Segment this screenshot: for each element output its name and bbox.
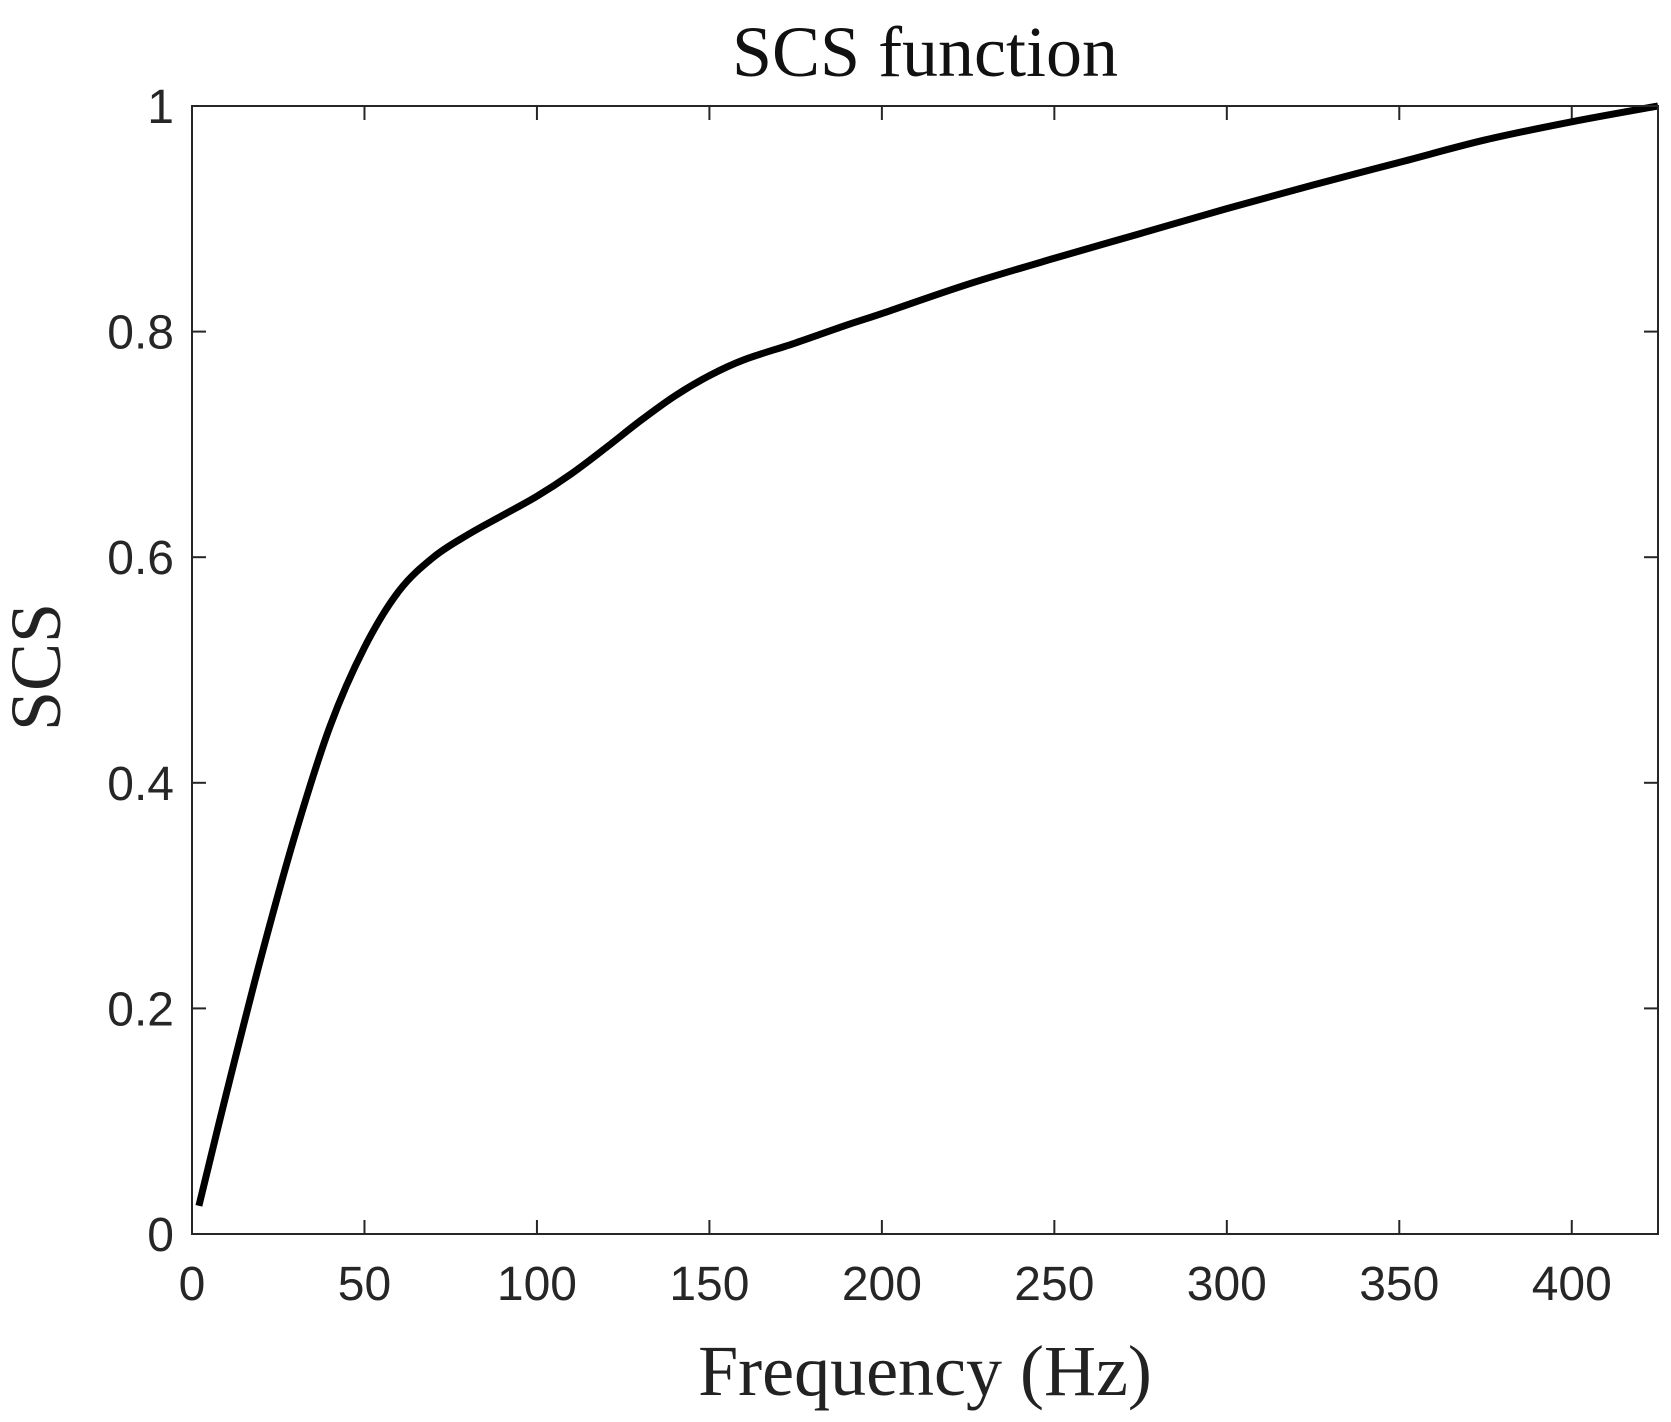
x-tick-label-0: 0 — [179, 1258, 206, 1311]
series-layer — [195, 102, 1659, 1207]
y-tick-label-2: 0.4 — [107, 758, 174, 811]
y-tick-label-1: 0.2 — [107, 983, 174, 1036]
plot-frame — [191, 105, 1659, 1235]
x-tick-label-4: 200 — [842, 1258, 922, 1311]
y-axis-label: SCS — [0, 603, 76, 731]
ticks-layer: 0 50 100 150 200 250 300 350 400 0 0.2 0.4 0.6 0.8 1 — [107, 81, 1658, 1311]
y-tick-label-3: 0.6 — [107, 532, 174, 585]
y-tick-label-5: 1 — [147, 81, 174, 134]
series-line-0 — [195, 102, 1659, 1207]
x-tick-label-5: 250 — [1014, 1258, 1094, 1311]
chart-title: SCS function — [732, 12, 1118, 92]
x-tick-label-7: 350 — [1359, 1258, 1439, 1311]
x-axis-label: Frequency (Hz) — [698, 1331, 1152, 1411]
y-tick-label-0: 0 — [147, 1209, 174, 1262]
x-tick-label-2: 100 — [497, 1258, 577, 1311]
x-tick-label-8: 400 — [1532, 1258, 1612, 1311]
x-tick-label-3: 150 — [669, 1258, 749, 1311]
y-tick-label-4: 0.8 — [107, 307, 174, 360]
x-tick-label-6: 300 — [1187, 1258, 1267, 1311]
x-tick-label-1: 50 — [338, 1258, 391, 1311]
